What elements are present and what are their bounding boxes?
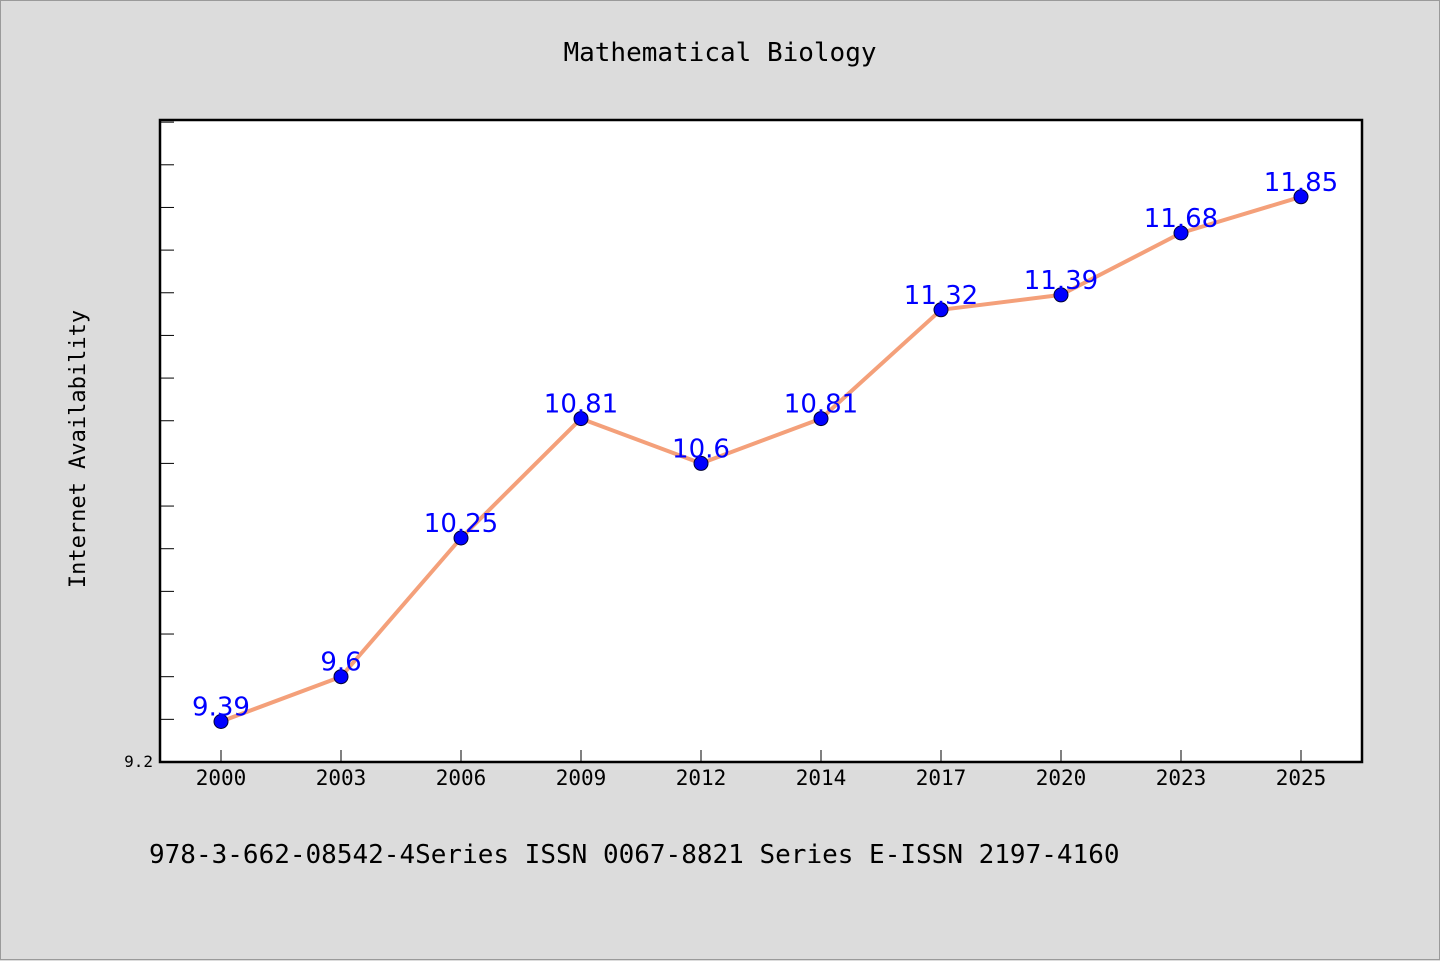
x-tick-label: 2009 bbox=[556, 766, 607, 790]
data-point bbox=[813, 411, 829, 427]
x-tick-label: 2000 bbox=[196, 766, 247, 790]
series-markers bbox=[213, 189, 1309, 729]
x-tick-label: 2012 bbox=[676, 766, 727, 790]
data-label: 10.81 bbox=[784, 390, 858, 420]
data-label: 10.81 bbox=[544, 390, 618, 420]
x-tick-label: 2020 bbox=[1036, 766, 1087, 790]
footer-isbn-issn: 978-3-662-08542-4Series ISSN 0067-8821 S… bbox=[149, 840, 1120, 870]
x-axis-ticks bbox=[220, 750, 1302, 762]
data-label: 11.32 bbox=[904, 281, 978, 311]
x-tick-label: 2003 bbox=[316, 766, 367, 790]
series-line bbox=[219, 194, 1303, 724]
y-axis-label: Internet Availability bbox=[66, 310, 91, 588]
data-point bbox=[573, 411, 589, 427]
x-tick-label: 2014 bbox=[796, 766, 847, 790]
data-point bbox=[693, 455, 709, 471]
data-label: 11.39 bbox=[1024, 266, 1098, 296]
data-point bbox=[1293, 189, 1309, 205]
data-point bbox=[453, 530, 469, 546]
chart-title: Mathematical Biology bbox=[563, 38, 876, 68]
data-label: 10.6 bbox=[672, 434, 730, 464]
data-point bbox=[1053, 287, 1069, 303]
data-label: 9.39 bbox=[192, 693, 250, 723]
x-tick-label: 2006 bbox=[436, 766, 487, 790]
x-tick-label: 2023 bbox=[1156, 766, 1207, 790]
data-label: 11.85 bbox=[1264, 168, 1338, 198]
data-point bbox=[1173, 225, 1189, 241]
data-label: 11.68 bbox=[1144, 204, 1218, 234]
data-label: 10.25 bbox=[424, 509, 498, 539]
x-axis-tick-labels: 2000 2003 2006 2009 2012 2014 2017 2020 2023 2025 bbox=[196, 766, 1327, 790]
data-labels: 9.39 9.6 10.25 10.81 10.6 10.81 11.32 11.39 11.6… bbox=[192, 168, 1338, 723]
data-point bbox=[213, 714, 229, 729]
x-tick-label: 2017 bbox=[916, 766, 967, 790]
data-label: 9.6 bbox=[320, 648, 361, 678]
x-tick-label: 2025 bbox=[1276, 766, 1327, 790]
data-point bbox=[933, 302, 949, 318]
data-point bbox=[333, 669, 349, 685]
y-tick-label: 9.2 bbox=[124, 752, 153, 771]
y-axis-ticks bbox=[160, 121, 174, 763]
